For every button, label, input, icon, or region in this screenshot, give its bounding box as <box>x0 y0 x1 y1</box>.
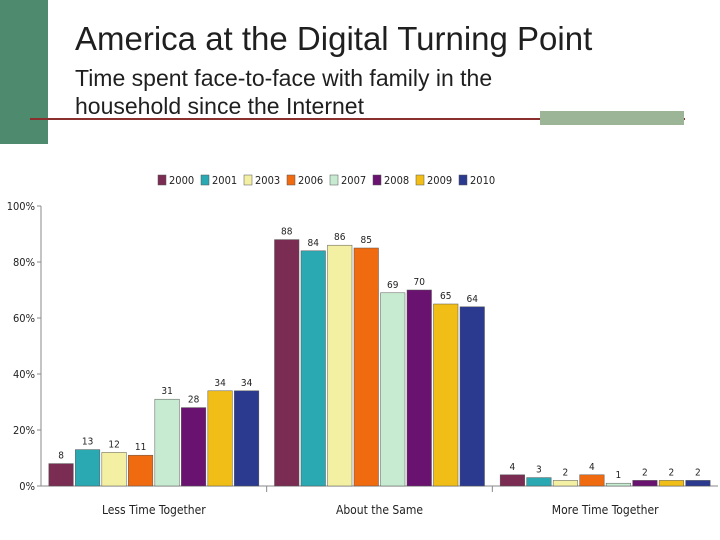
legend-swatch <box>329 174 339 186</box>
bar-data-label: 69 <box>387 280 399 291</box>
bar-data-label: 1 <box>616 470 622 481</box>
bar <box>154 398 180 487</box>
slide-subtitle: Time spent face-to-face with family in t… <box>75 65 493 119</box>
bar <box>406 289 432 487</box>
legend-label: 2003 <box>255 174 280 187</box>
bar <box>499 474 525 487</box>
title-underline-accent <box>540 111 684 125</box>
bar <box>632 480 658 487</box>
bar-data-label: 2 <box>563 467 569 478</box>
bar-data-label: 2 <box>695 467 701 478</box>
title-underline <box>30 118 685 120</box>
bar <box>526 477 552 487</box>
y-tick-label: 100% <box>7 200 35 213</box>
bar <box>300 250 326 487</box>
y-tick-label: 40% <box>13 368 35 381</box>
legend-label: 2006 <box>298 174 323 187</box>
bar-data-label: 4 <box>589 462 595 473</box>
bar <box>128 454 154 487</box>
bar-data-label: 88 <box>281 227 293 238</box>
legend-swatch <box>157 174 167 186</box>
x-category-label: About the Same <box>336 503 423 517</box>
bar <box>75 449 101 487</box>
bar-data-label: 3 <box>536 465 542 476</box>
legend-swatch <box>243 174 253 186</box>
legend-swatch <box>372 174 382 186</box>
legend-label: 2008 <box>384 174 409 187</box>
y-tick-label: 80% <box>13 256 35 269</box>
bar-data-label: 34 <box>241 378 253 389</box>
x-category-label: Less Time Together <box>102 503 206 517</box>
legend-label: 2010 <box>470 174 495 187</box>
legend-swatch <box>200 174 210 186</box>
bar <box>685 480 711 487</box>
bar <box>353 247 379 487</box>
legend-label: 2007 <box>341 174 366 187</box>
y-tick-label: 60% <box>13 312 35 325</box>
slide-title: America at the Digital Turning Point <box>75 20 593 57</box>
bar-data-label: 85 <box>361 235 372 246</box>
bar <box>579 474 605 487</box>
legend-label: 2001 <box>212 174 237 187</box>
bar <box>433 303 459 487</box>
bar <box>101 452 127 487</box>
slide-side-accent <box>0 0 48 144</box>
legend-swatch <box>458 174 468 186</box>
legend-label: 2000 <box>169 174 194 187</box>
bar-data-label: 86 <box>334 232 346 243</box>
bar <box>605 482 631 487</box>
legend-swatch <box>286 174 296 186</box>
bar-data-label: 11 <box>135 442 146 453</box>
x-category-label: More Time Together <box>552 503 659 517</box>
bar-data-label: 4 <box>510 462 516 473</box>
bar <box>207 390 233 487</box>
bar-data-label: 65 <box>440 291 451 302</box>
bar-data-label: 13 <box>82 437 93 448</box>
bar <box>234 390 260 487</box>
bar <box>327 244 353 487</box>
bar <box>48 463 74 487</box>
y-tick-label: 20% <box>13 424 35 437</box>
bar <box>459 306 485 487</box>
bar <box>380 292 406 487</box>
bar-data-label: 2 <box>642 467 648 478</box>
bar <box>274 239 300 487</box>
legend-swatch <box>415 174 425 186</box>
bar-data-label: 28 <box>188 395 200 406</box>
bar-data-label: 31 <box>161 386 172 397</box>
bar <box>658 480 684 487</box>
bar-data-label: 8 <box>58 451 64 462</box>
bar-data-label: 34 <box>214 378 226 389</box>
bar-data-label: 64 <box>467 294 479 305</box>
y-tick-label: 0% <box>19 480 35 493</box>
bar-data-label: 70 <box>414 277 426 288</box>
bar-data-label: 2 <box>669 467 675 478</box>
bar-data-label: 84 <box>308 238 320 249</box>
bar <box>181 407 207 487</box>
bar-data-label: 12 <box>108 439 119 450</box>
bar <box>552 480 578 487</box>
legend-label: 2009 <box>427 174 452 187</box>
